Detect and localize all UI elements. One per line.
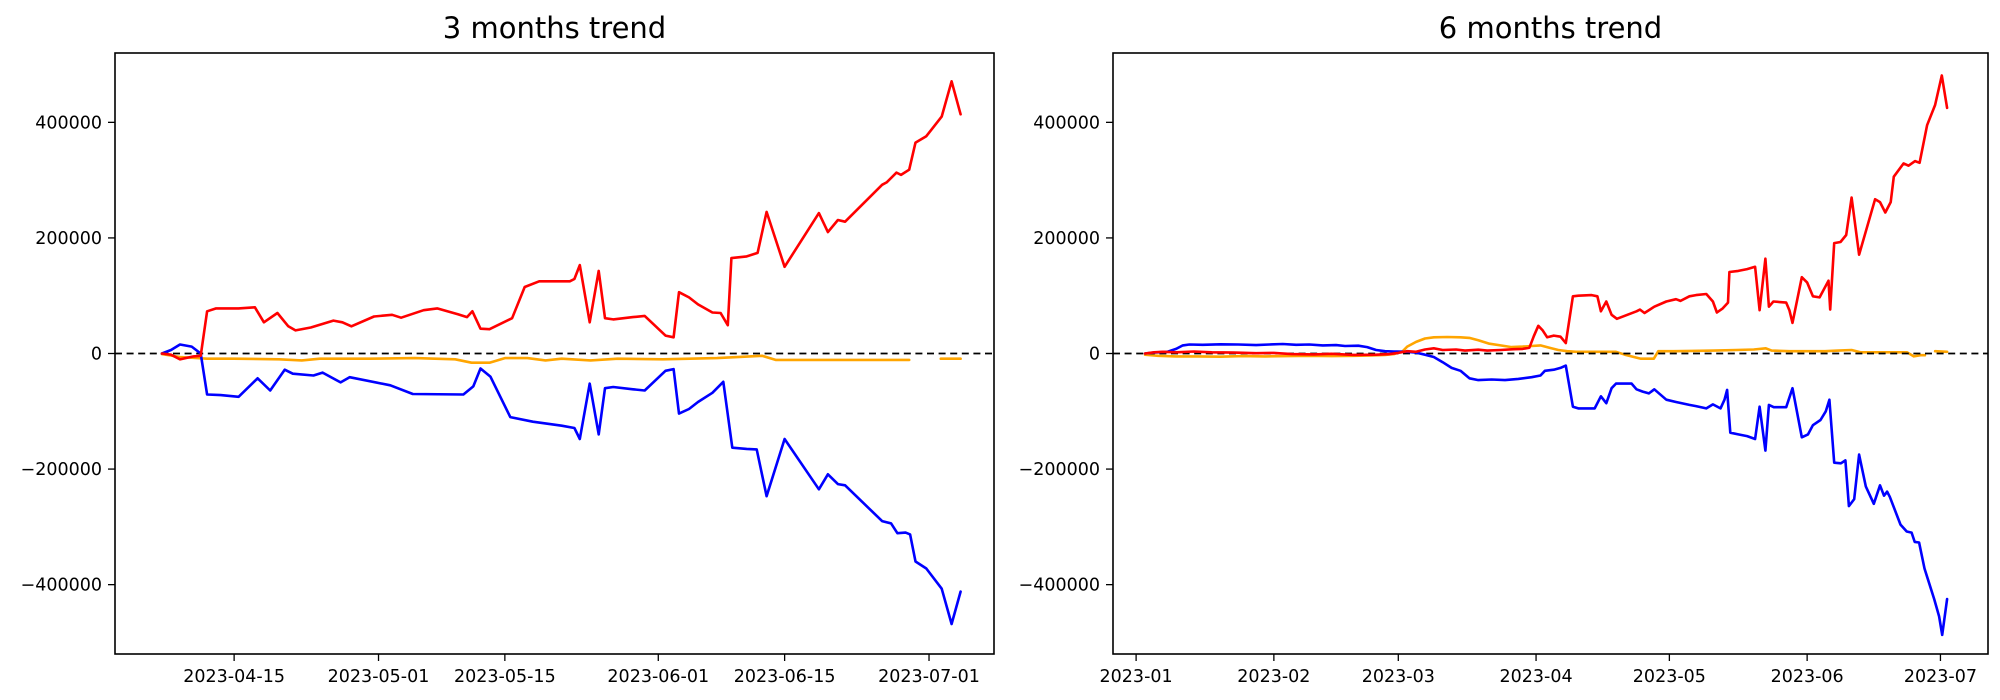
x-tick-label: 2023-06-01: [607, 667, 709, 687]
x-tick-label: 2023-04: [1499, 667, 1572, 687]
x-tick-label: 2023-04-15: [183, 667, 285, 687]
y-tick-label: −200000: [1019, 460, 1100, 480]
x-tick-label: 2023-07-01: [878, 667, 980, 687]
blue-negative-line: [1143, 342, 1949, 637]
x-tick-label: 2023-01: [1100, 667, 1173, 687]
orange-net-line: [1933, 349, 1949, 354]
plot-border: [1112, 52, 1989, 655]
y-tick-label: 400000: [35, 113, 102, 133]
red-positive-line: [160, 80, 962, 361]
y-tick-label: 0: [1089, 345, 1100, 365]
y-tick-label: −400000: [1019, 576, 1100, 596]
x-tick-label: 2023-05: [1633, 667, 1706, 687]
y-tick-label: 200000: [35, 229, 102, 249]
y-tick-label: 200000: [1033, 229, 1100, 249]
orange-net-line: [1143, 335, 1927, 361]
x-tick-label: 2023-02: [1237, 667, 1310, 687]
y-tick-label: −200000: [21, 460, 102, 480]
x-tick-label: 2023-05-15: [454, 667, 556, 687]
chart-title: 6 months trend: [1439, 11, 1662, 45]
x-tick-label: 2023-03: [1362, 667, 1435, 687]
red-positive-line: [1143, 74, 1949, 357]
y-tick-label: −400000: [21, 576, 102, 596]
y-tick-label: 0: [91, 345, 102, 365]
orange-net-line: [160, 352, 911, 365]
y-tick-label: 400000: [1033, 113, 1100, 133]
x-tick-label: 2023-07: [1904, 667, 1977, 687]
plot-border: [114, 52, 995, 655]
x-tick-label: 2023-06-15: [734, 667, 836, 687]
x-tick-label: 2023-05-01: [328, 667, 430, 687]
chart-title: 3 months trend: [443, 11, 666, 45]
x-tick-label: 2023-06: [1771, 667, 1844, 687]
blue-negative-line: [160, 343, 962, 626]
